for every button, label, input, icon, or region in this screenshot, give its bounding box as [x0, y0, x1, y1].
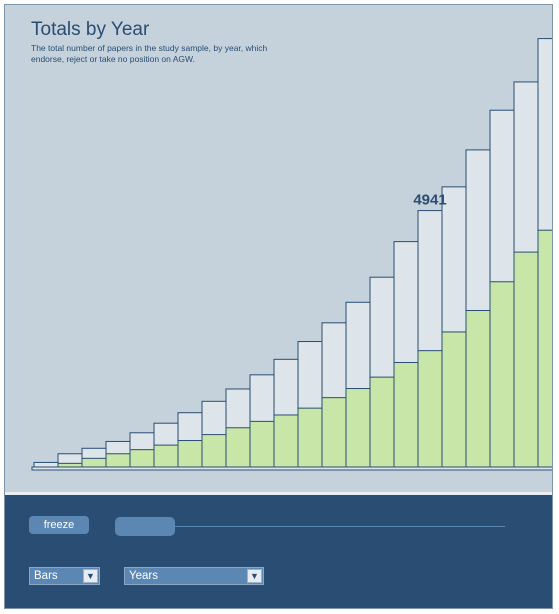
total-bar[interactable]: [33, 461, 59, 468]
chart-panel: Totals by Year The total number of paper…: [5, 5, 552, 491]
time-slider-track[interactable]: [115, 526, 505, 527]
subset-bar[interactable]: [81, 457, 107, 468]
grouping-select[interactable]: Years ▼: [124, 567, 264, 585]
subset-bar[interactable]: [249, 420, 275, 468]
subset-bar[interactable]: [153, 444, 179, 468]
chart-type-select[interactable]: Bars ▼: [29, 567, 100, 585]
freeze-button[interactable]: freeze: [29, 516, 89, 534]
subset-bar[interactable]: [345, 388, 371, 468]
subset-bar[interactable]: [489, 281, 515, 468]
subset-bar[interactable]: [105, 453, 131, 468]
subset-bar[interactable]: [201, 434, 227, 468]
bar-chart: 4941: [31, 38, 552, 471]
subset-bar[interactable]: [129, 449, 155, 468]
subset-bar[interactable]: [225, 427, 251, 468]
subset-bar[interactable]: [321, 397, 347, 468]
time-slider-thumb[interactable]: [115, 517, 175, 536]
subset-bar[interactable]: [369, 376, 395, 468]
grouping-value: Years: [129, 570, 158, 582]
subset-bar[interactable]: [417, 350, 443, 468]
subset-bar[interactable]: [273, 414, 299, 468]
subset-bar[interactable]: [393, 362, 419, 468]
chart-title: Totals by Year: [31, 19, 150, 40]
subset-bar[interactable]: [465, 310, 491, 468]
subset-bar[interactable]: [537, 229, 552, 468]
subset-bar[interactable]: [513, 251, 539, 468]
visualization-frame: Totals by Year The total number of paper…: [4, 4, 553, 609]
subset-bar[interactable]: [441, 331, 467, 468]
subset-bar[interactable]: [57, 462, 83, 468]
subset-bar[interactable]: [297, 407, 323, 468]
chart-type-value: Bars: [34, 570, 58, 582]
control-panel: freeze Bars ▼ Years ▼: [5, 492, 552, 608]
subset-bar[interactable]: [177, 440, 203, 468]
chevron-down-icon[interactable]: ▼: [83, 569, 98, 583]
bar-value-label: 4941: [413, 192, 446, 209]
chevron-down-icon[interactable]: ▼: [247, 569, 262, 583]
chart-subtitle: The total number of papers in the study …: [31, 43, 268, 64]
